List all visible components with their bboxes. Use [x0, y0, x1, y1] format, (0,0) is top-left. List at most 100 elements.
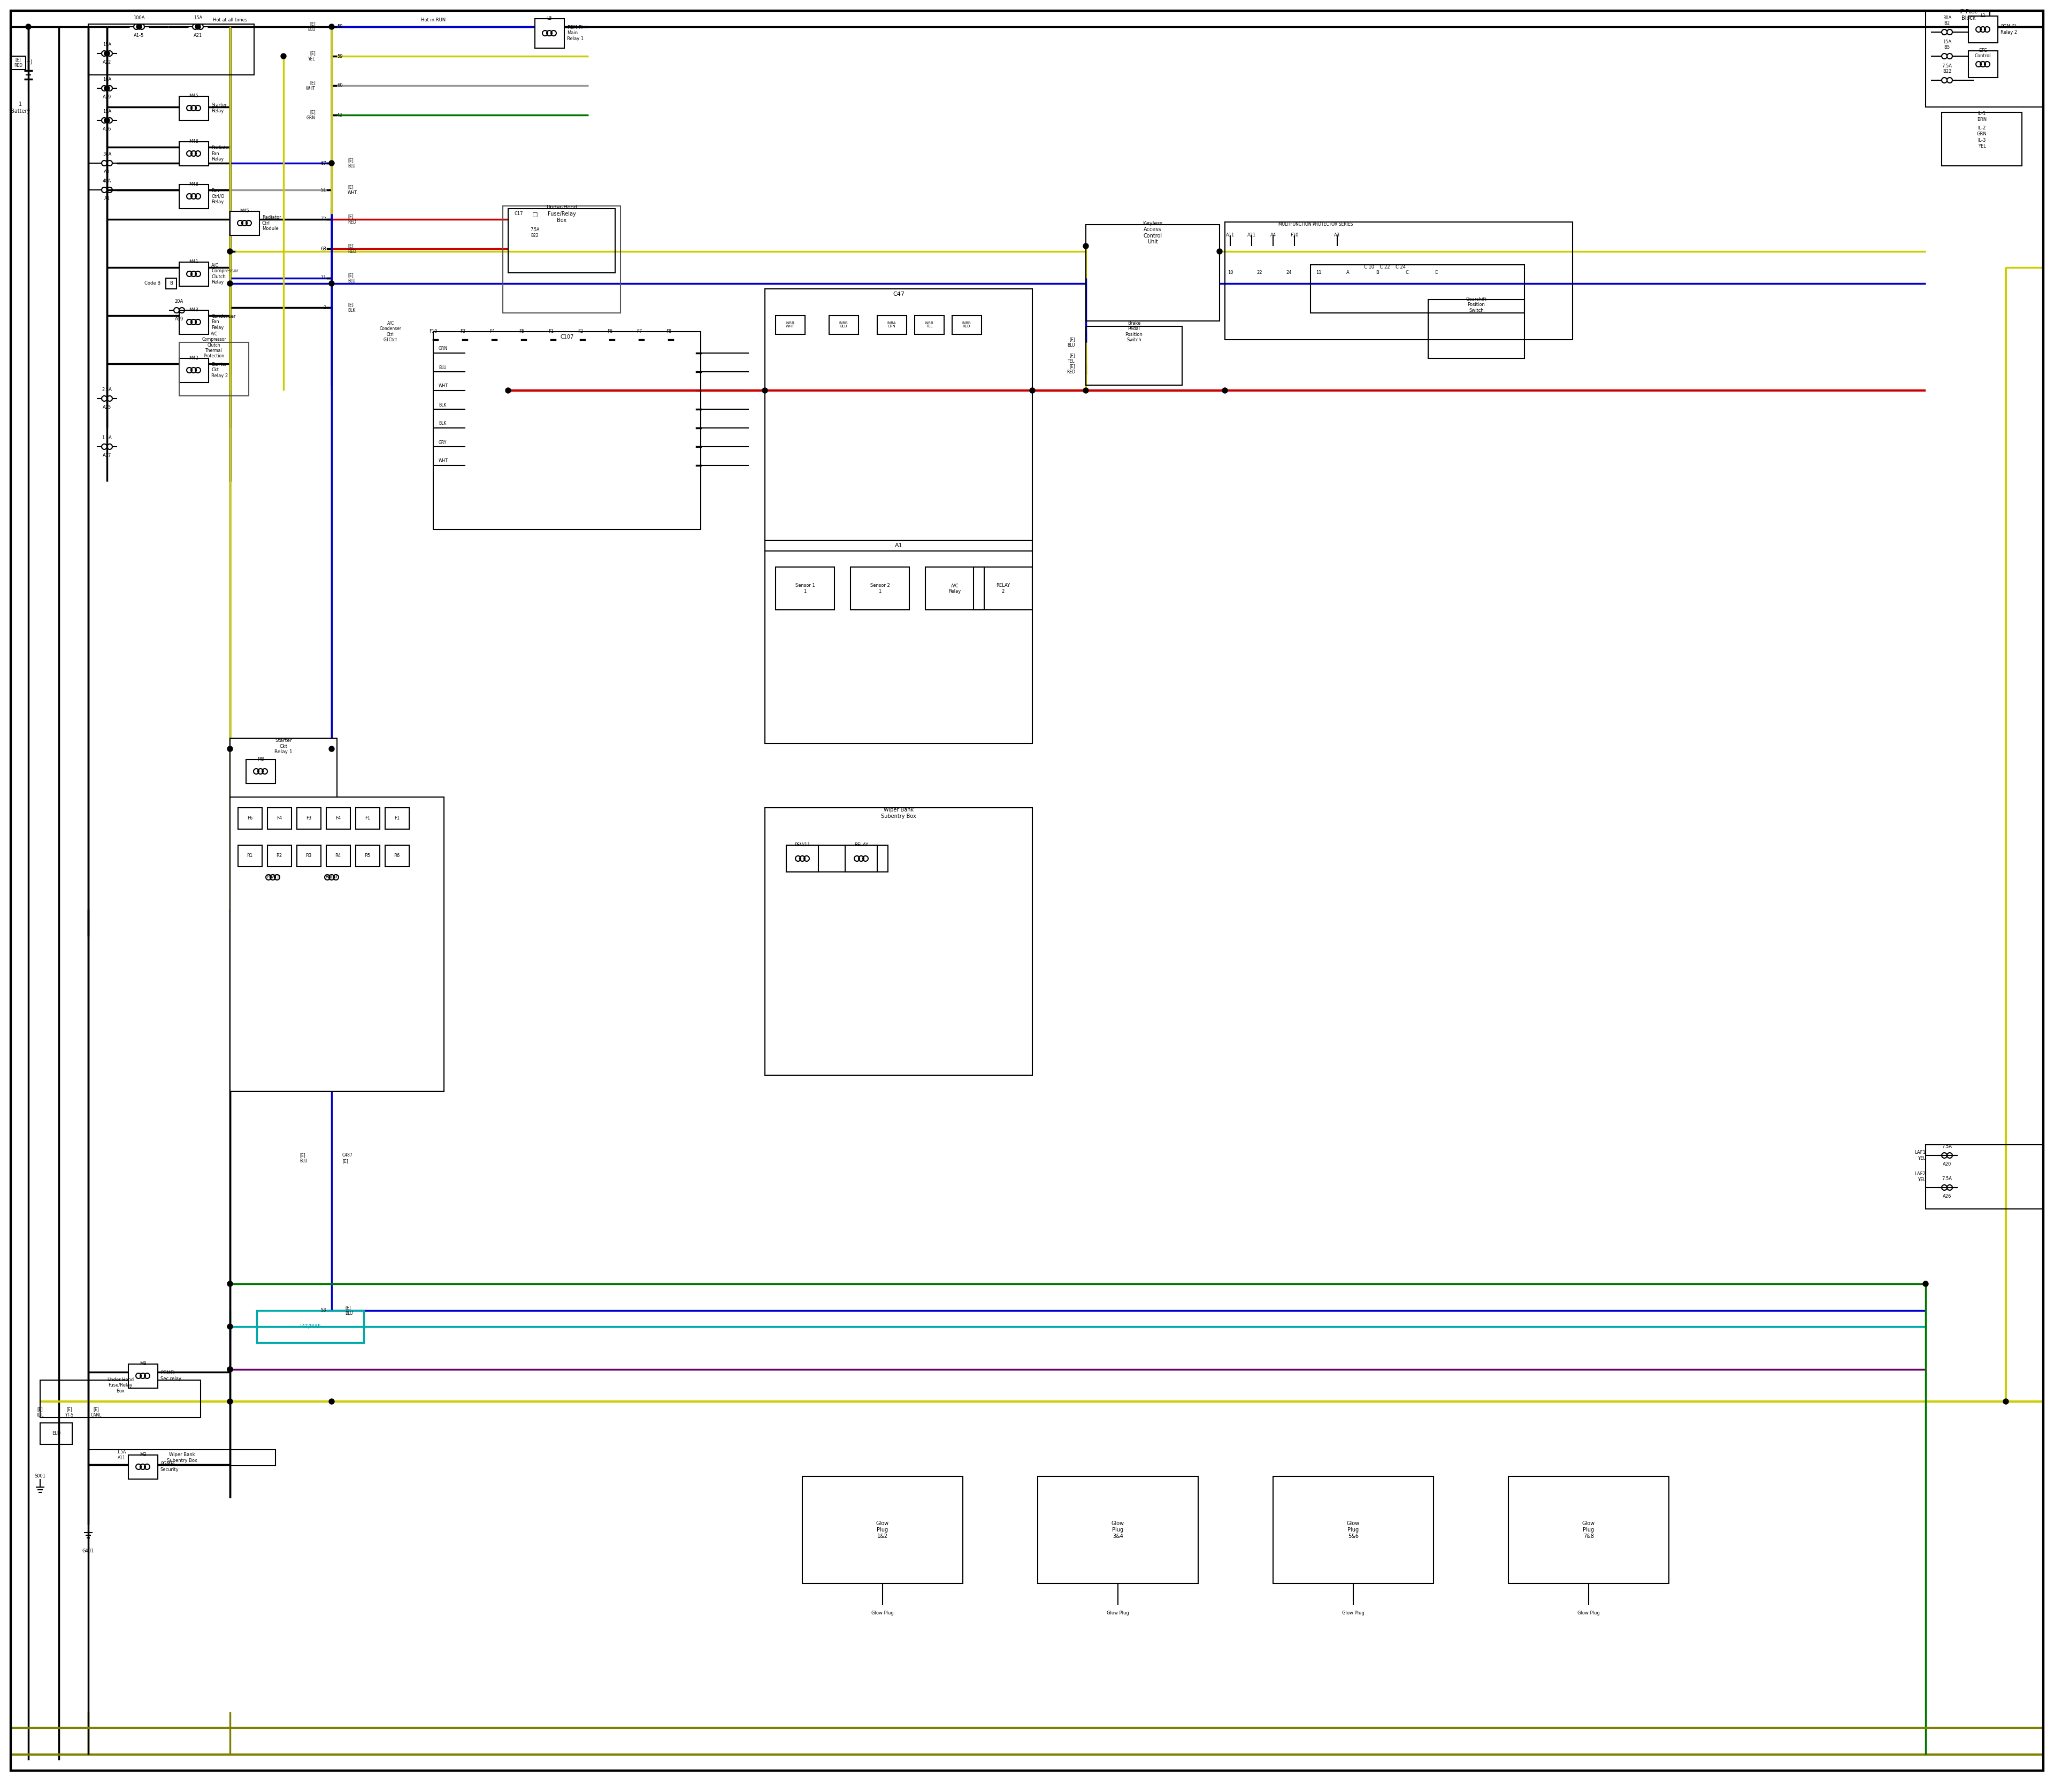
Text: 24: 24: [1286, 271, 1292, 276]
Bar: [1927, 11, 2044, 108]
Text: 7.5A: 7.5A: [1941, 1145, 1951, 1149]
Text: F4: F4: [277, 815, 281, 821]
Text: F10: F10: [1290, 233, 1298, 238]
Bar: [41, 1423, 72, 1444]
Text: PGM-FI
Relay 2: PGM-FI Relay 2: [2001, 25, 2017, 34]
Text: Sensor 1
1: Sensor 1 1: [795, 582, 815, 593]
Bar: [166, 278, 177, 289]
Bar: [257, 1310, 364, 1342]
Text: 15A: 15A: [103, 109, 111, 115]
Text: WHT: WHT: [440, 383, 448, 389]
Text: 72: 72: [320, 217, 327, 222]
Circle shape: [1222, 387, 1228, 392]
Text: A/C
Compressor
Clutch
Relay: A/C Compressor Clutch Relay: [212, 263, 238, 285]
Text: 1.5A
A11: 1.5A A11: [117, 1450, 125, 1460]
Bar: [844, 846, 877, 873]
Text: [E]
WHT: [E] WHT: [347, 185, 357, 195]
Bar: [386, 846, 409, 867]
Bar: [267, 846, 292, 867]
Bar: [764, 289, 1033, 550]
Bar: [179, 358, 210, 382]
Text: 42: 42: [337, 113, 343, 118]
Bar: [179, 142, 210, 167]
Text: [E]
RED: [E] RED: [347, 213, 355, 224]
Text: M45: M45: [189, 93, 199, 99]
Text: A25: A25: [103, 405, 111, 410]
Bar: [230, 738, 337, 830]
Bar: [953, 315, 982, 335]
Text: INRB
RED: INRB RED: [961, 321, 972, 328]
Text: 15A: 15A: [103, 43, 111, 47]
Text: A/C
Compressor
Clutch
Thermal
Protection: A/C Compressor Clutch Thermal Protection: [201, 332, 226, 358]
Text: L5: L5: [546, 16, 553, 22]
Text: F10: F10: [429, 330, 438, 333]
Text: [E]
BLU: [E] BLU: [347, 272, 355, 283]
Text: 30A: 30A: [103, 152, 111, 156]
Text: LAF1
YEL: LAF1 YEL: [1914, 1150, 1927, 1161]
Text: RELAY: RELAY: [854, 842, 869, 848]
Bar: [327, 846, 351, 867]
Text: [E]
WHT: [E] WHT: [306, 81, 316, 91]
Text: B: B: [1376, 271, 1378, 276]
Text: Starter
Relay: Starter Relay: [212, 102, 226, 113]
Bar: [433, 332, 700, 530]
Text: F1: F1: [366, 815, 370, 821]
Text: E: E: [1436, 271, 1438, 276]
Text: A3: A3: [105, 170, 111, 174]
Circle shape: [1216, 249, 1222, 254]
Text: 11: 11: [1317, 271, 1321, 276]
Text: Glow
Plug
5&6: Glow Plug 5&6: [1347, 1521, 1360, 1539]
Text: INRA
CRN: INRA CRN: [887, 321, 896, 328]
Text: GRY: GRY: [440, 441, 448, 444]
Text: 15A
B5: 15A B5: [1943, 39, 1951, 50]
Text: [E]
BLU: [E] BLU: [347, 158, 355, 168]
Text: GRN: GRN: [440, 346, 448, 351]
Text: Glow
Plug
3&4: Glow Plug 3&4: [1111, 1521, 1124, 1539]
Text: WHT: WHT: [440, 459, 448, 464]
Bar: [298, 846, 320, 867]
Bar: [179, 342, 249, 396]
Text: 30A
B2: 30A B2: [1943, 16, 1951, 25]
Bar: [127, 1364, 158, 1389]
Bar: [327, 808, 351, 830]
Bar: [1087, 326, 1183, 385]
Circle shape: [25, 23, 31, 29]
Circle shape: [329, 745, 335, 751]
Bar: [179, 262, 210, 287]
Text: A16: A16: [103, 127, 111, 131]
Bar: [1927, 1145, 2044, 1210]
Text: F3: F3: [306, 815, 312, 821]
Bar: [926, 566, 984, 609]
Text: [E]
RED: [E] RED: [1066, 364, 1074, 375]
Bar: [776, 566, 834, 609]
Circle shape: [1923, 1281, 1929, 1287]
Text: (+): (+): [25, 59, 33, 65]
Text: 11: 11: [320, 276, 327, 281]
Bar: [787, 846, 817, 873]
Text: S001: S001: [35, 1475, 45, 1478]
Text: Wiper Bank
Subentry Box: Wiper Bank Subentry Box: [881, 808, 916, 819]
Text: C107: C107: [561, 335, 573, 340]
Circle shape: [228, 1324, 232, 1330]
Circle shape: [1029, 387, 1035, 392]
Text: □: □: [532, 211, 538, 217]
Text: R4: R4: [335, 853, 341, 858]
Text: 59: 59: [337, 54, 343, 59]
Text: MULTIFUNCTION PROTECTOR SERIES: MULTIFUNCTION PROTECTOR SERIES: [1278, 222, 1354, 228]
Text: A1: A1: [105, 197, 111, 201]
Bar: [355, 808, 380, 830]
Text: 7.5A: 7.5A: [1941, 1176, 1951, 1181]
Text: R6: R6: [394, 853, 401, 858]
Bar: [179, 310, 210, 335]
Text: C17: C17: [514, 211, 524, 217]
Bar: [267, 808, 292, 830]
Text: INRB
WHT: INRB WHT: [785, 321, 795, 328]
Bar: [787, 846, 887, 873]
Text: F2: F2: [577, 330, 583, 333]
Text: IP Fuse
Block: IP Fuse Block: [1960, 9, 1978, 22]
Bar: [877, 315, 906, 335]
Text: A3: A3: [1335, 233, 1339, 238]
Text: C 10    C 22    C 24: C 10 C 22 C 24: [1364, 265, 1405, 271]
Bar: [503, 206, 620, 314]
Bar: [764, 808, 1033, 1075]
